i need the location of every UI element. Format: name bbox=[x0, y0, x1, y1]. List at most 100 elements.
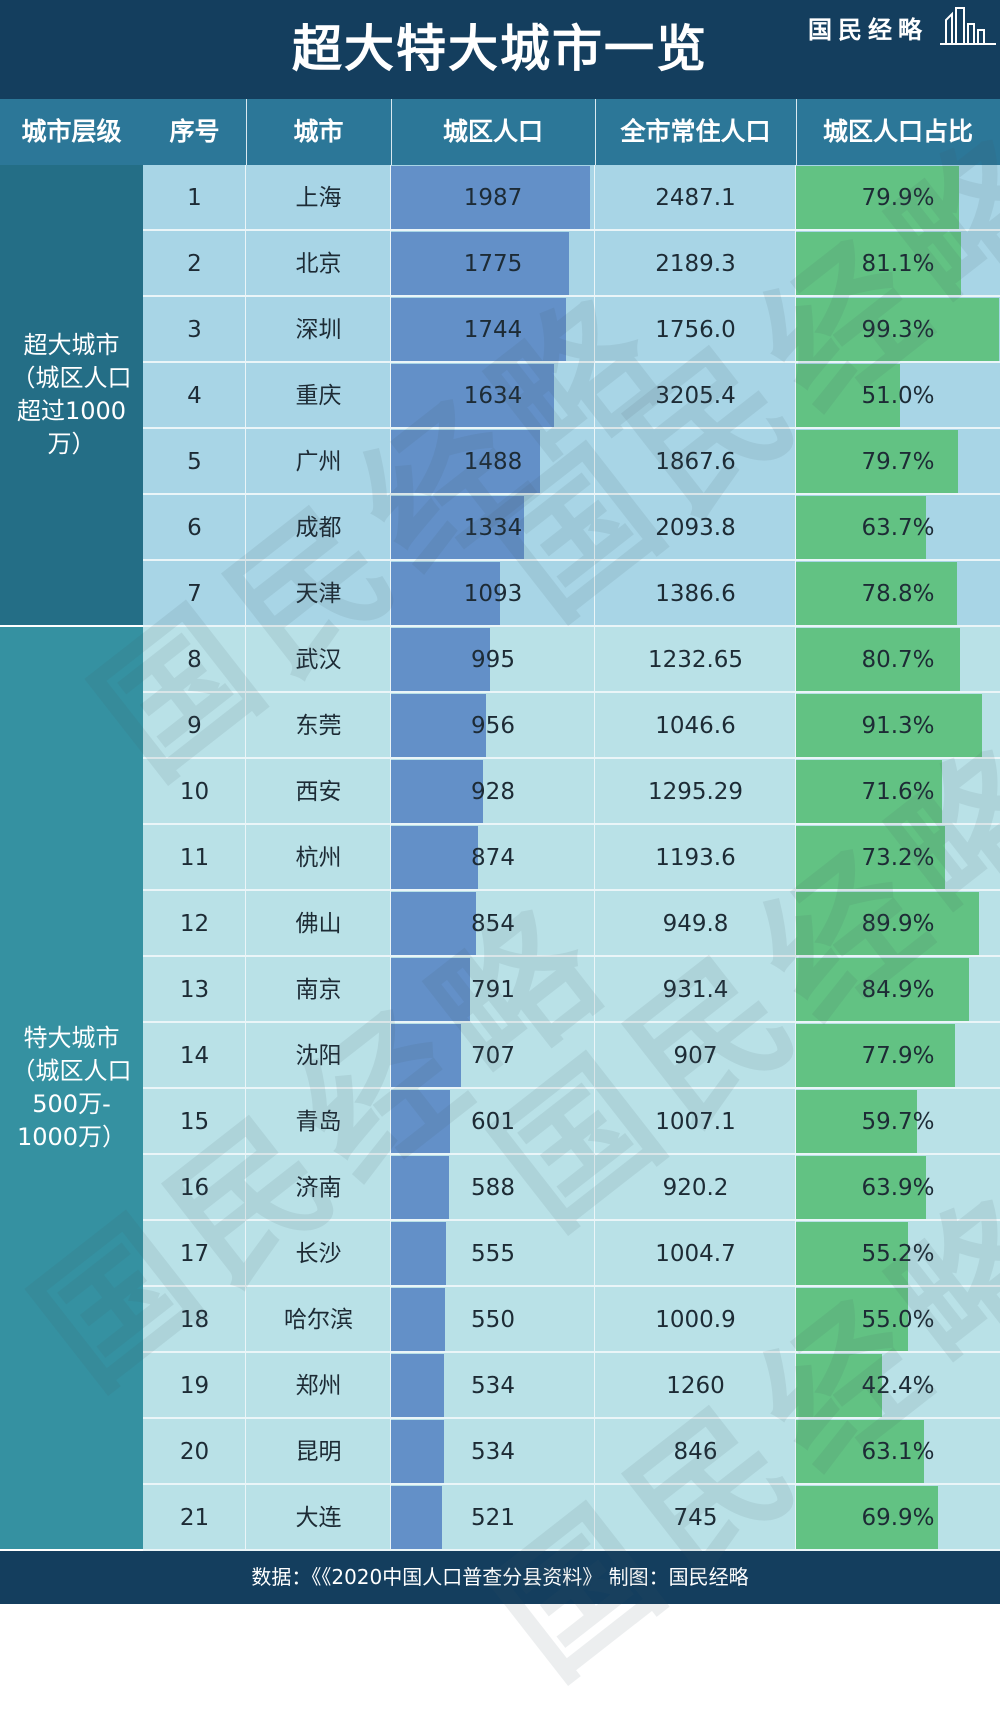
title-banner: 超大特大城市一览 国民经略 bbox=[0, 0, 1000, 99]
rank-cell: 6 bbox=[187, 515, 202, 541]
row-divider bbox=[143, 361, 1000, 363]
urban-share-cell: 42.4% bbox=[861, 1373, 935, 1399]
urban-share-cell: 63.9% bbox=[861, 1175, 935, 1201]
urban-population-bar bbox=[390, 1156, 450, 1219]
column-divider bbox=[795, 957, 796, 1023]
urban-share-bar bbox=[795, 1024, 955, 1087]
column-divider bbox=[245, 1155, 246, 1221]
urban-share-bar bbox=[795, 1420, 925, 1483]
total-population-cell: 1007.1 bbox=[655, 1109, 736, 1135]
row-divider bbox=[143, 1351, 1000, 1353]
table-row: 2 北京 1775 2189.3 81.1% bbox=[143, 231, 1000, 297]
total-population-cell: 920.2 bbox=[662, 1175, 729, 1201]
total-population-cell: 949.8 bbox=[662, 911, 729, 937]
brand-logo: 国民经略 bbox=[808, 6, 998, 46]
urban-population-cell: 1093 bbox=[463, 581, 523, 607]
total-population-cell: 931.4 bbox=[662, 977, 729, 1003]
urban-population-cell: 601 bbox=[471, 1109, 515, 1135]
column-divider bbox=[795, 759, 796, 825]
tier-label-text: 超大城市 （城区人口 超过1000 万） bbox=[11, 331, 132, 458]
urban-population-bar bbox=[390, 1222, 446, 1285]
urban-share-cell: 89.9% bbox=[861, 911, 935, 937]
urban-share-bar bbox=[795, 1354, 882, 1417]
header-divider bbox=[796, 99, 797, 165]
table-row: 9 东莞 956 1046.6 91.3% bbox=[143, 693, 1000, 759]
rank-cell: 17 bbox=[179, 1241, 210, 1267]
urban-share-bar bbox=[795, 298, 999, 361]
urban-population-bar bbox=[390, 1024, 462, 1087]
rank-cell: 7 bbox=[187, 581, 202, 607]
column-divider bbox=[594, 627, 595, 693]
urban-share-bar bbox=[795, 1156, 926, 1219]
column-divider bbox=[390, 429, 391, 495]
urban-population-bar bbox=[390, 496, 525, 559]
table-row: 17 长沙 555 1004.7 55.2% bbox=[143, 1221, 1000, 1287]
rank-cell: 12 bbox=[179, 911, 210, 937]
city-cell: 重庆 bbox=[295, 383, 342, 409]
row-divider bbox=[143, 889, 1000, 891]
urban-share-cell: 79.9% bbox=[861, 185, 935, 211]
rank-cell: 18 bbox=[179, 1307, 210, 1333]
urban-population-cell: 534 bbox=[471, 1439, 515, 1465]
column-divider bbox=[594, 1155, 595, 1221]
column-divider bbox=[390, 1287, 391, 1353]
table-row: 5 广州 1488 1867.6 79.7% bbox=[143, 429, 1000, 495]
urban-share-bar bbox=[795, 892, 980, 955]
city-cell: 上海 bbox=[295, 185, 342, 211]
city-cell: 昆明 bbox=[295, 1439, 342, 1465]
urban-share-bar bbox=[795, 232, 962, 295]
tier-group-label: 超大城市 （城区人口 超过1000 万） bbox=[0, 165, 143, 625]
urban-population-cell: 1634 bbox=[463, 383, 523, 409]
row-divider bbox=[143, 1483, 1000, 1485]
table-row: 12 佛山 854 949.8 89.9% bbox=[143, 891, 1000, 957]
rank-cell: 2 bbox=[187, 251, 202, 277]
urban-population-bar bbox=[390, 1090, 451, 1153]
column-divider bbox=[390, 1485, 391, 1551]
row-divider bbox=[143, 1285, 1000, 1287]
urban-share-cell: 78.8% bbox=[861, 581, 935, 607]
column-divider bbox=[245, 957, 246, 1023]
table-row: 13 南京 791 931.4 84.9% bbox=[143, 957, 1000, 1023]
city-cell: 天津 bbox=[295, 581, 342, 607]
total-population-cell: 1867.6 bbox=[655, 449, 736, 475]
city-skyline-icon bbox=[940, 7, 996, 45]
city-cell: 深圳 bbox=[295, 317, 342, 343]
table-row: 20 昆明 534 846 63.1% bbox=[143, 1419, 1000, 1485]
brand-name: 国民经略 bbox=[808, 15, 928, 44]
city-cell: 长沙 bbox=[295, 1241, 342, 1267]
column-divider bbox=[594, 957, 595, 1023]
column-divider bbox=[795, 363, 796, 429]
column-divider bbox=[594, 1485, 595, 1551]
urban-share-cell: 77.9% bbox=[861, 1043, 935, 1069]
table-row: 19 郑州 534 1260 42.4% bbox=[143, 1353, 1000, 1419]
urban-share-bar bbox=[795, 628, 961, 691]
urban-population-cell: 550 bbox=[471, 1307, 515, 1333]
city-cell: 广州 bbox=[295, 449, 342, 475]
urban-population-cell: 707 bbox=[471, 1043, 515, 1069]
urban-share-cell: 71.6% bbox=[861, 779, 935, 805]
row-divider bbox=[143, 691, 1000, 693]
total-population-cell: 1193.6 bbox=[655, 845, 736, 871]
urban-share-bar bbox=[795, 826, 946, 889]
rank-cell: 8 bbox=[187, 647, 202, 673]
urban-population-bar bbox=[390, 1288, 446, 1351]
urban-share-cell: 69.9% bbox=[861, 1505, 935, 1531]
city-cell: 青岛 bbox=[295, 1109, 342, 1135]
column-header-rank: 序号 bbox=[169, 117, 220, 146]
rank-cell: 10 bbox=[179, 779, 210, 805]
urban-population-bar bbox=[390, 232, 569, 295]
urban-share-cell: 79.7% bbox=[861, 449, 935, 475]
column-divider bbox=[245, 231, 246, 297]
urban-share-bar bbox=[795, 496, 926, 559]
table-row: 21 大连 521 745 69.9% bbox=[143, 1485, 1000, 1551]
header-divider bbox=[391, 99, 392, 165]
table-row: 14 沈阳 707 907 77.9% bbox=[143, 1023, 1000, 1089]
urban-share-cell: 55.0% bbox=[861, 1307, 935, 1333]
column-divider bbox=[795, 1155, 796, 1221]
urban-population-bar bbox=[390, 892, 476, 955]
total-population-cell: 846 bbox=[673, 1439, 718, 1465]
urban-population-bar bbox=[390, 694, 487, 757]
row-divider bbox=[143, 1021, 1000, 1023]
column-divider bbox=[390, 231, 391, 297]
total-population-cell: 1295.29 bbox=[647, 779, 744, 805]
